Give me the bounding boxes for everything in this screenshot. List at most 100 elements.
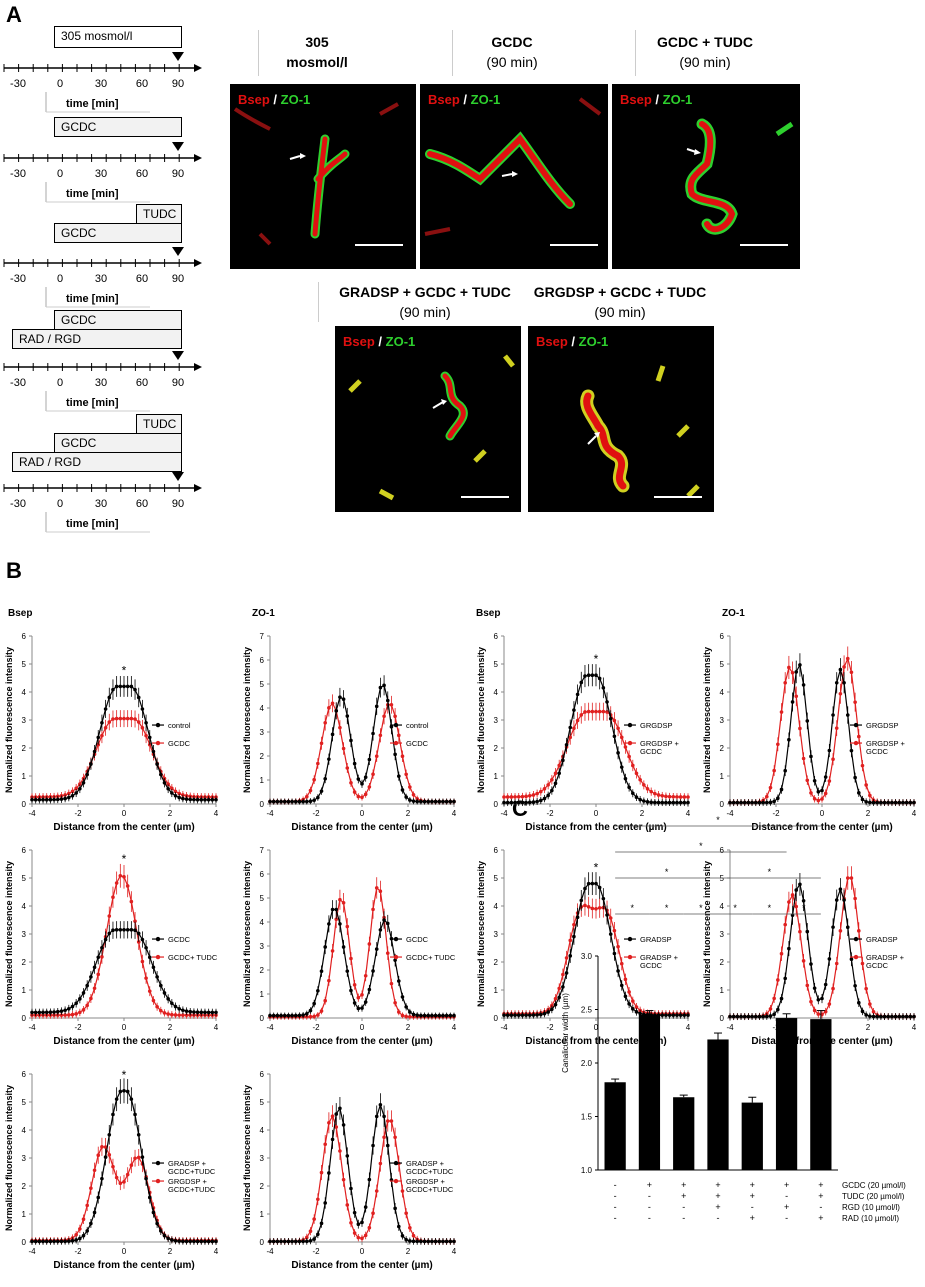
data-point [801, 959, 806, 963]
data-point [290, 799, 294, 804]
data-point [210, 1010, 215, 1015]
data-point [408, 785, 412, 789]
data-point [356, 777, 361, 781]
time-axis-label: time [min] [66, 397, 119, 409]
data-point [338, 725, 342, 730]
x-axis-label: Distance from the center (µm) [525, 1036, 666, 1047]
data-point [875, 1014, 879, 1019]
data-point [845, 876, 850, 880]
data-point [89, 975, 93, 979]
data-point [612, 928, 617, 933]
data-point [805, 929, 810, 934]
data-point [502, 1013, 506, 1017]
y-tick-label: 4 [260, 918, 265, 927]
data-point [111, 1164, 115, 1169]
data-point [378, 1102, 383, 1107]
data-point [371, 1211, 375, 1216]
data-point [882, 800, 887, 805]
data-point [360, 992, 364, 997]
data-point [664, 794, 668, 799]
tick-label: -30 [10, 273, 26, 285]
data-point [772, 799, 776, 804]
data-point [404, 1014, 408, 1019]
data-point [345, 924, 350, 929]
legend-marker [853, 954, 859, 960]
data-point [382, 1135, 386, 1140]
x-tick-label: 0 [360, 1023, 365, 1032]
y-tick-label: 3 [260, 1154, 265, 1163]
y-axis-label: Normalized fluorescence intensity [4, 647, 14, 793]
y-tick-label: 5 [494, 660, 499, 669]
data-point [349, 1220, 353, 1225]
data-point [597, 709, 602, 714]
x-tick-label: 2 [866, 809, 871, 818]
y-tick-label: 2.0 [581, 1059, 593, 1068]
data-point [616, 969, 620, 973]
data-point [404, 1237, 408, 1242]
y-tick-label: 6 [22, 1070, 27, 1079]
x-tick-label: -2 [312, 1023, 320, 1032]
data-point [81, 1217, 86, 1222]
profile-plot-zo1-control-gcdc: 0 1 2 3 4 5 6 7 -4 -2 0 2 4 Distance from the center … [242, 632, 457, 833]
data-point [735, 1014, 740, 1019]
data-point [746, 800, 751, 805]
data-point [385, 951, 390, 955]
significance-marker: * [594, 652, 599, 666]
x-axis-label: Distance from the center (µm) [53, 1036, 194, 1047]
y-tick-label: 3 [260, 942, 265, 951]
y-tick-label: 6 [720, 632, 725, 641]
treatment-mark: + [818, 1213, 823, 1223]
data-point [349, 988, 353, 993]
data-point [787, 946, 791, 951]
data-point [282, 1013, 287, 1018]
tick-label: 30 [95, 377, 107, 389]
data-point [627, 1002, 631, 1006]
profile-plot-bsep-rad-rgd: 0 1 2 3 4 5 6 -4 -2 0 2 4 Distance from the center (… [4, 1068, 219, 1271]
data-point [214, 1239, 218, 1244]
data-point [594, 906, 598, 911]
data-point [96, 735, 101, 740]
y-tick-label: 6 [260, 870, 265, 879]
data-point [653, 791, 657, 796]
data-point [827, 1002, 832, 1006]
x-tick-label: -4 [266, 1023, 274, 1032]
data-point [868, 800, 872, 805]
x-tick-label: -2 [312, 1247, 320, 1256]
plot-title: Bsep [476, 608, 501, 619]
data-point [378, 928, 383, 932]
data-point [129, 716, 134, 721]
data-point [70, 1238, 75, 1243]
treatment-label: RGD (10 µmol/l) [842, 1203, 900, 1212]
data-point [642, 799, 646, 803]
data-point [184, 1013, 189, 1017]
data-point [214, 1010, 218, 1015]
data-point [319, 789, 324, 793]
data-point [671, 795, 676, 799]
data-point [206, 1239, 211, 1244]
data-point [853, 983, 857, 988]
data-point [162, 1233, 167, 1238]
data-point [586, 881, 591, 886]
data-point [345, 714, 350, 718]
data-point [345, 969, 350, 973]
data-point [572, 922, 576, 927]
legend-label: GCDC [866, 747, 889, 756]
data-point [308, 799, 313, 804]
data-point [411, 1012, 416, 1017]
data-point [601, 686, 606, 690]
legend-label: control [168, 721, 191, 730]
data-point [675, 1013, 679, 1017]
data-point [831, 713, 835, 717]
data-point [103, 1155, 108, 1159]
data-point [330, 1137, 335, 1142]
data-point [509, 795, 514, 799]
data-point [809, 754, 813, 759]
data-point [147, 989, 152, 993]
sample-marker-icon [172, 52, 184, 61]
data-point [199, 797, 204, 802]
data-point [561, 972, 565, 977]
data-point [893, 1014, 898, 1019]
data-point [667, 1013, 672, 1017]
data-point [140, 707, 145, 711]
significance-marker: * [122, 1068, 127, 1082]
